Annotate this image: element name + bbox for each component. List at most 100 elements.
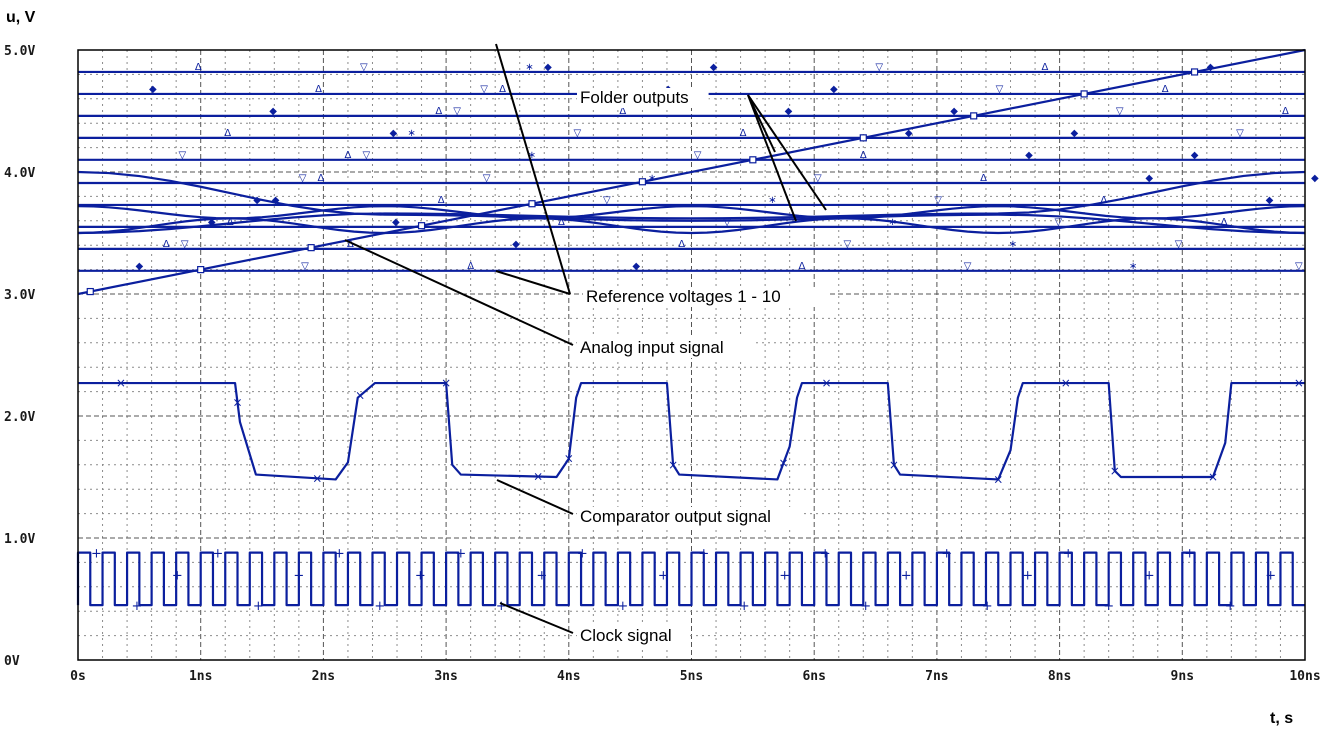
reference-marker: ▽: [362, 150, 370, 161]
reference-marker: ▽: [694, 150, 702, 161]
reference-marker: Δ: [345, 150, 352, 161]
reference-marker: ▽: [1116, 106, 1124, 117]
clock-marker: +: [1225, 599, 1236, 614]
clock-marker: +: [1063, 547, 1074, 562]
reference-marker: ◆: [950, 106, 958, 117]
comparator-marker: ×: [993, 472, 1003, 486]
x-tick-label: 2ns: [312, 669, 335, 684]
reference-marker: ▽: [360, 62, 368, 73]
clock-marker: +: [658, 569, 669, 584]
reference-marker: ▽: [1055, 217, 1063, 228]
folder-output-line: [77, 170, 1306, 235]
annotation-leader-line: [495, 43, 571, 295]
reference-marker: Δ: [315, 84, 322, 95]
clock-marker: +: [1265, 569, 1276, 584]
reference-marker: ∗: [1129, 261, 1137, 272]
series-group: ◆ ▽ Δ ◆ Δ ▽ ∗ ▽ ▽ Δ ◆ Δ ▽ ∗ ▽ Δ Δ ◆ Δ ▽ ∗ ▽ Δ ◆ ◆ Δ ▽ ∗ ▽ Δ ◆ ◆ Δ ▽ ∗ ▽ Δ ◆ ◆ ▽…: [76, 48, 1319, 614]
annotation-group: Folder outputs Reference voltages 1 - 10 A…: [344, 43, 828, 646]
reference-marker: ◆: [905, 128, 913, 139]
clock-marker: +: [293, 569, 304, 584]
comparator-marker: ×: [1294, 376, 1304, 390]
reference-marker: ◆: [1191, 150, 1199, 161]
reference-marker: ◆: [208, 217, 216, 228]
annotation-leader-line: [747, 94, 797, 222]
analog-input-marker: [970, 112, 978, 120]
comparator-marker: ×: [1110, 464, 1120, 478]
comparator-marker: ×: [533, 470, 543, 484]
reference-marker: Δ: [435, 106, 442, 117]
annotation-leader-line: [495, 270, 571, 295]
annotation-label: Comparator output signal: [580, 507, 771, 526]
analog-input-marker: [749, 156, 757, 164]
analog-input-marker: [1080, 90, 1088, 98]
reference-marker: Δ: [467, 261, 474, 272]
reference-marker: Δ: [1041, 62, 1048, 73]
clock-marker: +: [739, 599, 750, 614]
tick-labels: 0s 1ns 2ns 3ns 4ns 5ns 6ns 7ns 8ns 9ns 10ns 0V 1.0V 2…: [4, 44, 1321, 684]
clock-marker: +: [91, 547, 102, 562]
y-tick-label: 4.0V: [4, 166, 35, 181]
reference-marker: ▽: [453, 106, 461, 117]
reference-marker: ◆: [389, 128, 397, 139]
reference-marker: Δ: [1221, 217, 1228, 228]
reference-marker: Δ: [1100, 195, 1107, 206]
reference-marker: Δ: [980, 173, 987, 184]
analog-input-line: [77, 48, 1306, 296]
comparator-marker: ×: [668, 458, 678, 472]
reference-marker: Δ: [619, 106, 626, 117]
clock-marker: +: [982, 599, 993, 614]
comparator-marker: ×: [821, 376, 831, 390]
annotation-background: [577, 507, 803, 527]
comparator-marker: ×: [1061, 376, 1071, 390]
x-axis-title: t, s: [1270, 710, 1293, 727]
plot-frame: [77, 49, 1306, 661]
clock-marker: +: [172, 569, 183, 584]
annotation-label: Folder outputs: [580, 88, 689, 107]
reference-marker: ∗: [408, 128, 416, 139]
x-tick-label: 6ns: [802, 669, 825, 684]
clock-marker: +: [1144, 569, 1155, 584]
y-tick-label: 1.0V: [4, 532, 35, 547]
clock-marker: +: [941, 547, 952, 562]
reference-marker: ▽: [1295, 261, 1303, 272]
annotation-leader-line: [496, 479, 574, 515]
reference-marker: ▽: [934, 195, 942, 206]
reference-marker: ◆: [710, 62, 718, 73]
comparator-marker: ×: [116, 376, 126, 390]
comparator-marker: ×: [232, 396, 242, 410]
y-tick-label: 5.0V: [4, 44, 35, 59]
reference-marker: ◆: [544, 62, 552, 73]
reference-marker: ◆: [135, 261, 143, 272]
reference-marker: Δ: [438, 195, 445, 206]
annotation-leader-line: [499, 602, 574, 634]
clock-marker: +: [415, 569, 426, 584]
reference-marker: ◆: [149, 84, 157, 95]
reference-marker: ◆: [1207, 62, 1215, 73]
reference-marker: ◆: [269, 106, 277, 117]
reference-marker: ▽: [574, 128, 582, 139]
reference-marker: ◆: [1025, 150, 1033, 161]
clock-marker: +: [212, 547, 223, 562]
comparator-marker: ×: [441, 376, 451, 390]
reference-marker: ▽: [480, 84, 488, 95]
clock-marker: +: [1103, 599, 1114, 614]
comparator-marker: ×: [1208, 470, 1218, 484]
clock-marker: +: [779, 569, 790, 584]
annotation-background: [577, 626, 690, 646]
comparator-marker: ×: [355, 389, 365, 403]
comparator-marker: ×: [889, 458, 899, 472]
reference-marker: ◆: [392, 217, 400, 228]
analog-input-marker: [528, 200, 536, 208]
reference-marker: Δ: [1162, 84, 1169, 95]
annotation-label: Reference voltages 1 - 10: [586, 287, 781, 306]
reference-marker: Δ: [195, 62, 202, 73]
y-tick-label: 2.0V: [4, 410, 35, 425]
y-axis-title: u, V: [6, 9, 36, 26]
analog-input-marker: [417, 222, 426, 230]
annotation-label: Analog input signal: [580, 338, 724, 357]
reference-marker: ◆: [1070, 128, 1078, 139]
clock-marker: +: [1184, 547, 1195, 562]
reference-marker: ∗: [768, 195, 776, 206]
comparator-marker: ×: [312, 471, 322, 485]
reference-marker: ▽: [1175, 239, 1183, 250]
